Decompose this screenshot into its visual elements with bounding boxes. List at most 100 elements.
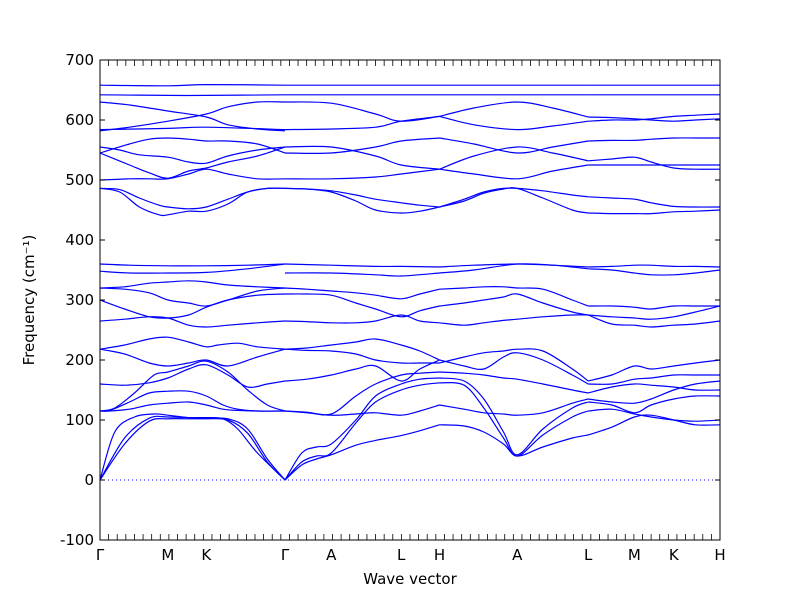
x-tick-label: L [584, 546, 593, 564]
dispersion-branch-18 [100, 168, 286, 181]
dispersion-branch-83 [588, 196, 720, 208]
dispersion-branch-63 [439, 164, 589, 180]
dispersion-branch-82 [588, 209, 720, 215]
y-tick-label: 200 [65, 351, 94, 369]
dispersion-branch-15 [100, 263, 286, 267]
y-tick-label: 700 [65, 51, 94, 69]
dispersion-branch-4 [100, 401, 286, 412]
dispersion-branch-74 [587, 383, 720, 394]
y-tick-label: 500 [65, 171, 94, 189]
dispersion-branch-70 [587, 414, 720, 436]
dispersion-branch-45 [285, 115, 440, 131]
dispersion-branch-87 [588, 113, 720, 122]
dispersion-branch-53 [439, 371, 589, 394]
dispersion-branch-32 [284, 359, 440, 382]
dispersion-branch-44 [285, 137, 440, 155]
dispersion-branch-79 [588, 305, 720, 310]
dispersion-branch-7 [100, 360, 286, 412]
dispersion-branch-62 [439, 187, 589, 208]
dispersion-branch-38 [285, 272, 440, 277]
dispersion-branch-58 [439, 286, 589, 307]
x-tick-label: A [326, 546, 337, 564]
x-axis-title: Wave vector [363, 570, 457, 588]
dispersion-branch-57 [439, 293, 589, 316]
dispersion-branch-9 [100, 336, 286, 350]
dispersion-branch-8 [100, 348, 286, 367]
dispersion-branch-3 [100, 413, 286, 481]
dispersion-branch-22 [100, 101, 286, 132]
dispersion-branch-78 [587, 314, 720, 328]
dispersion-branch-77 [588, 305, 720, 320]
dispersion-branch-41 [285, 187, 440, 208]
y-tick-label: 300 [65, 291, 94, 309]
dispersion-branch-88 [588, 116, 720, 122]
dispersion-branch-5 [100, 390, 286, 412]
y-axis-title: Frequency (cm⁻¹) [20, 235, 38, 366]
dispersion-branch-31 [284, 371, 440, 416]
dispersion-branch-21 [100, 137, 286, 154]
dispersion-branch-29 [284, 377, 440, 481]
dispersion-branch-72 [588, 395, 720, 414]
dispersion-branch-24 [100, 126, 286, 131]
dispersion-branch-86 [588, 137, 720, 142]
dispersion-branch-71 [588, 408, 720, 422]
dispersion-branch-75 [588, 374, 720, 385]
dispersion-branch-13 [100, 280, 286, 289]
dispersion-branches [100, 83, 720, 481]
dispersion-branch-19 [100, 146, 286, 179]
x-tick-label: L [397, 546, 406, 564]
dispersion-branch-25 [100, 94, 286, 97]
dispersion-branch-51 [439, 377, 589, 456]
dispersion-branch-39 [285, 263, 440, 268]
dispersion-branch-55 [439, 348, 589, 382]
x-tick-label: H [714, 546, 725, 564]
dispersion-branch-36 [285, 293, 440, 318]
dispersion-branch-66 [439, 101, 589, 118]
y-tick-label: -100 [60, 531, 94, 549]
dispersion-branch-12 [100, 287, 286, 307]
dispersion-branch-35 [285, 314, 440, 324]
dispersion-branch-33 [284, 348, 440, 364]
dispersion-branch-14 [100, 263, 286, 274]
dispersion-branch-73 [588, 380, 720, 404]
dispersion-branch-26 [100, 83, 286, 87]
y-tick-labels: -100 0 100 200 300 400 500 600 700 [60, 51, 94, 549]
x-tick-label: Γ [96, 546, 105, 564]
x-tick-label: A [512, 546, 523, 564]
y-tick-label: 0 [84, 471, 94, 489]
dispersion-branch-28 [284, 382, 440, 481]
x-tick-label: Γ [281, 546, 290, 564]
x-tick-label: M [628, 546, 641, 564]
dispersion-branch-54 [439, 352, 589, 385]
dispersion-branch-1 [100, 417, 286, 481]
x-tick-label: M [161, 546, 174, 564]
dispersion-branch-34 [284, 338, 440, 361]
dispersion-branch-10 [100, 316, 286, 328]
dispersion-branch-37 [284, 287, 440, 300]
dispersion-branch-67 [439, 115, 589, 131]
x-tick-label: K [669, 546, 680, 564]
dispersion-branch-6 [100, 364, 286, 388]
dispersion-branch-27 [284, 424, 440, 481]
dispersion-branch-17 [100, 187, 286, 210]
dispersion-branch-50 [439, 381, 589, 457]
dispersion-branch-76 [587, 359, 720, 382]
dispersion-branch-85 [588, 156, 720, 170]
y-tick-label: 100 [65, 411, 94, 429]
dispersion-branch-80 [588, 268, 720, 276]
y-tick-label: 400 [65, 231, 94, 249]
dispersion-branch-64 [439, 146, 589, 170]
x-tick-label: K [201, 546, 212, 564]
dispersion-branch-43 [285, 145, 440, 170]
dispersion-branch-56 [439, 314, 589, 326]
dispersion-branch-46 [285, 101, 440, 122]
dispersion-branch-42 [285, 168, 440, 180]
x-tick-label: H [434, 546, 445, 564]
dispersion-branch-81 [588, 264, 720, 268]
plot-frame [99, 59, 721, 541]
dispersion-branch-52 [439, 398, 589, 416]
dispersion-branch-20 [100, 146, 286, 165]
dispersion-branch-11 [100, 293, 286, 319]
